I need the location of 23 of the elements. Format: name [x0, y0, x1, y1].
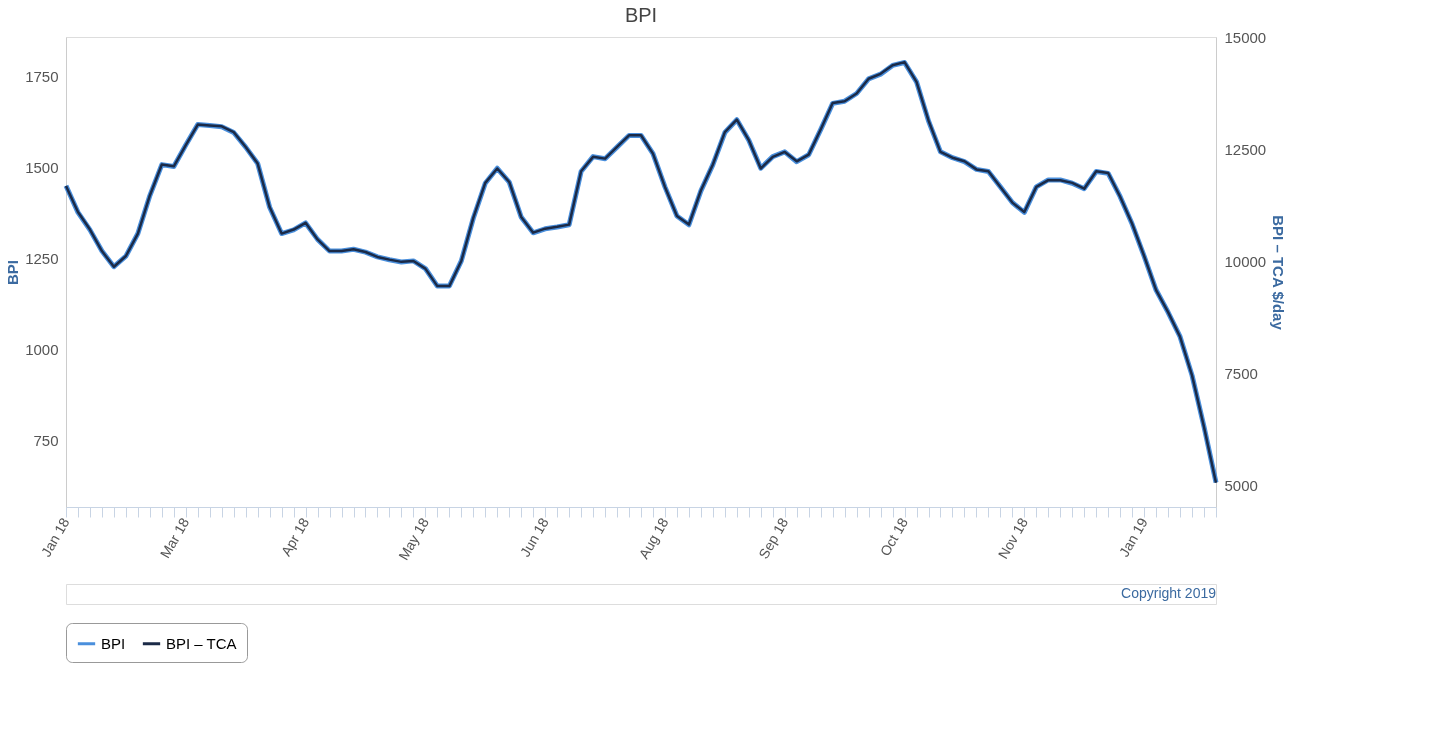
y2-tick-label: 12500 — [1224, 140, 1267, 158]
y-tick-label: 1250 — [25, 249, 59, 267]
y-tick-label: 750 — [33, 432, 59, 450]
y2-tick-label: 15000 — [1224, 28, 1267, 46]
text: Copyright 2019 — [1121, 585, 1217, 601]
y2-tick-label: 7500 — [1224, 365, 1258, 383]
y-axis-title: BPI — [4, 259, 22, 286]
y2-tick-label: 5000 — [1224, 477, 1258, 495]
legend-label: BPI – TCA — [166, 634, 237, 652]
x-tick-label: Oct 18 — [876, 514, 912, 559]
y-tick-label: 1000 — [25, 340, 59, 358]
x-tick-label: Jan 19 — [1115, 514, 1151, 560]
y-tick-label: 1500 — [25, 158, 59, 176]
legend-label: BPI — [101, 634, 126, 652]
x-tick-label: Sep 18 — [755, 514, 792, 562]
x-tick-label: Jan 18 — [37, 514, 73, 560]
y-tick-label: 1750 — [25, 67, 59, 85]
x-tick-label: Apr 18 — [277, 514, 313, 559]
y2-axis-title: BPI – TCA $/day — [1270, 215, 1288, 331]
x-tick-label: Mar 18 — [156, 514, 193, 561]
x-tick-label: Jun 18 — [516, 514, 552, 560]
chart-title: BPI — [624, 4, 658, 26]
y2-tick-label: 10000 — [1224, 252, 1267, 270]
